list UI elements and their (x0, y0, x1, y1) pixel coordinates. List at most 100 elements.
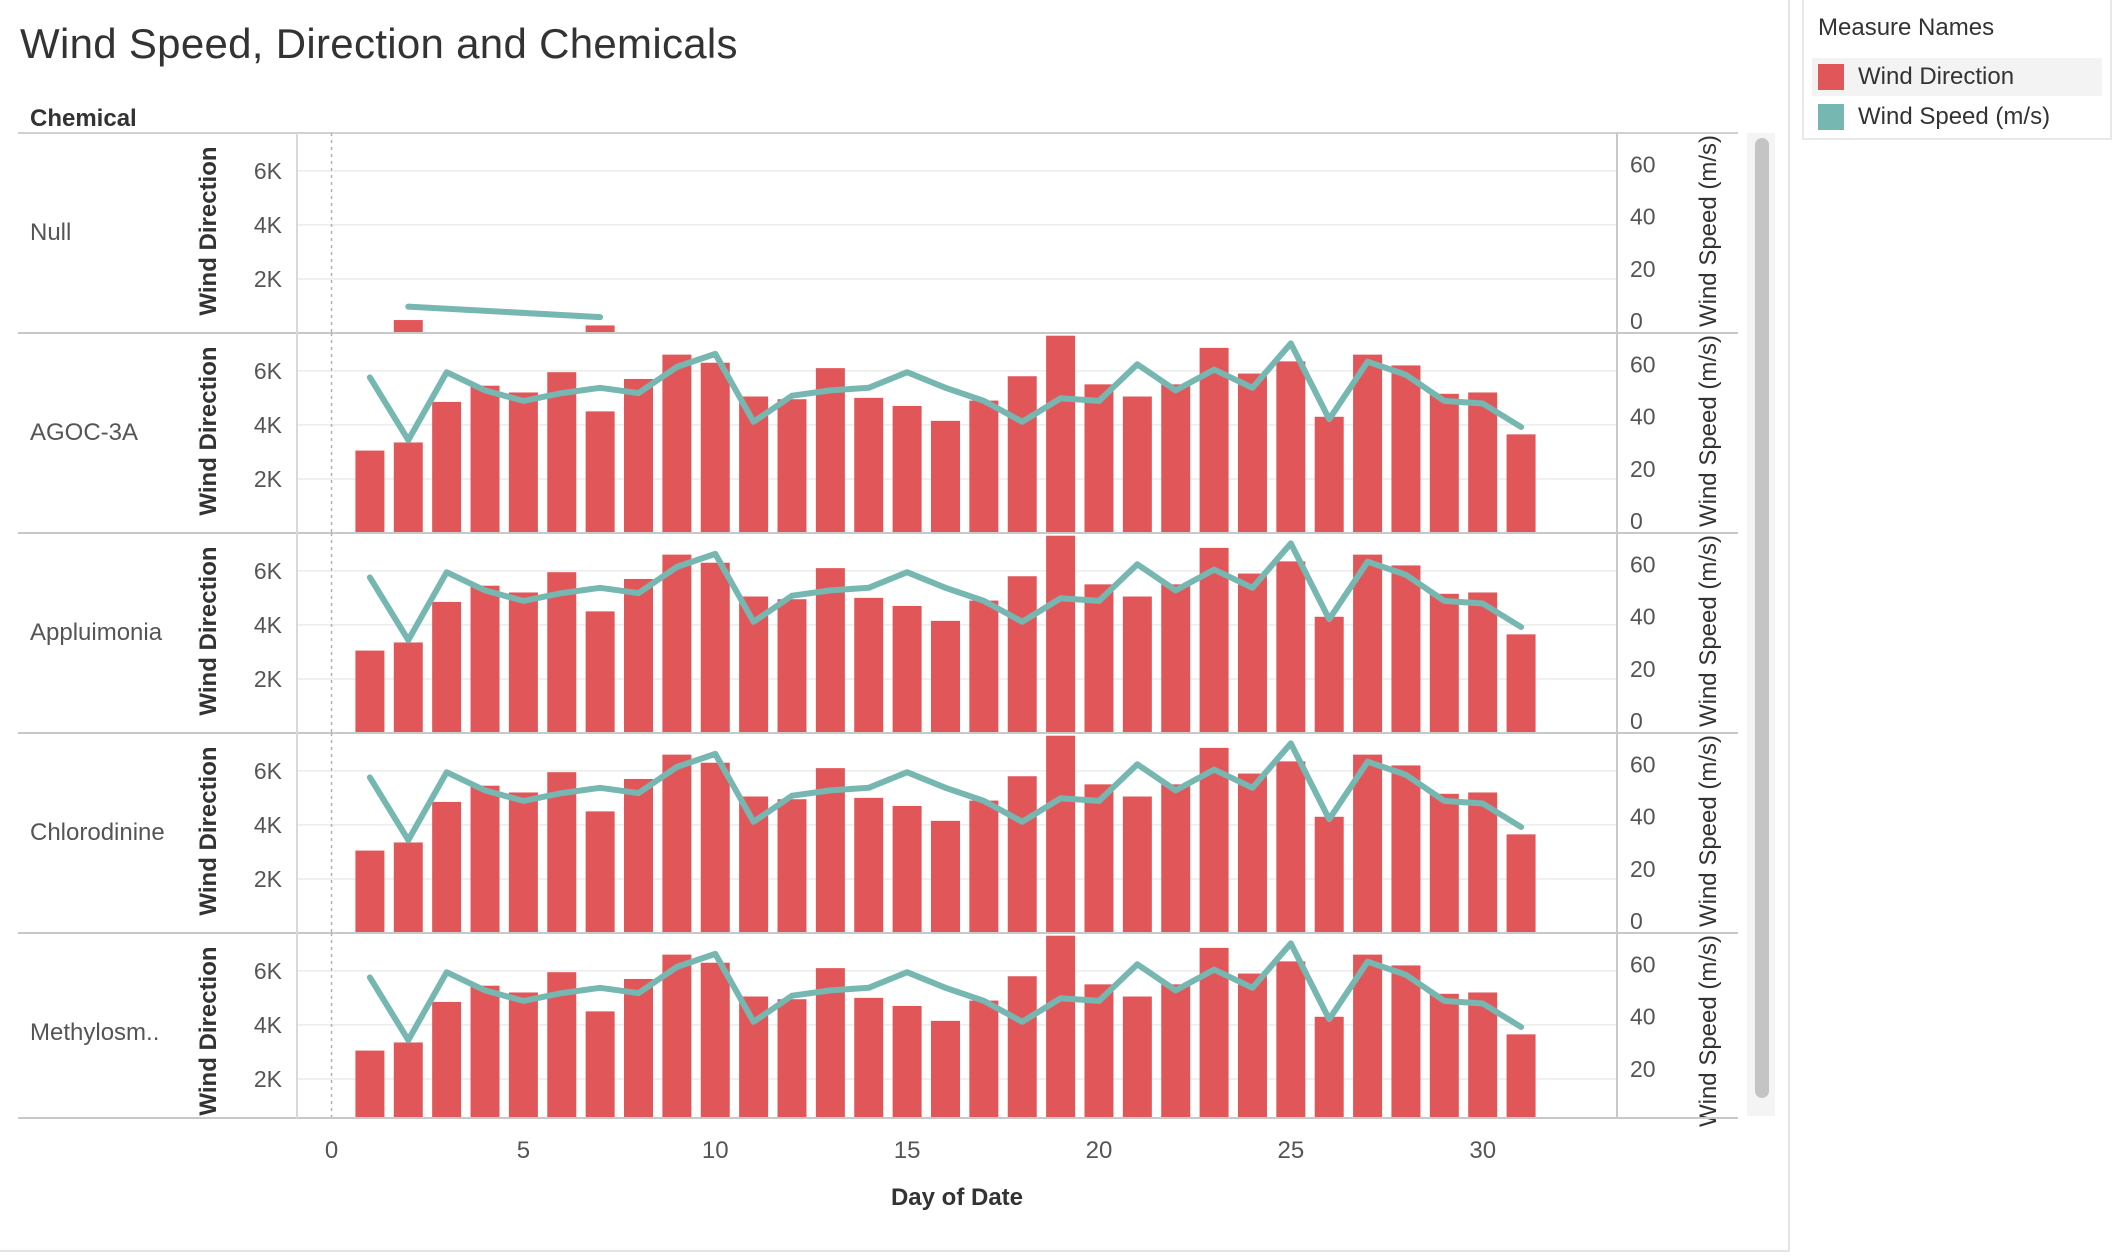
bar-wind-direction (355, 850, 385, 933)
bar-wind-direction (547, 772, 577, 933)
bar-wind-direction (1122, 396, 1152, 533)
bar-wind-direction (585, 811, 615, 933)
bar-wind-direction (1506, 1034, 1536, 1118)
bar-wind-direction (969, 400, 999, 533)
bar-wind-direction (930, 820, 960, 933)
x-tick-label: 15 (894, 1137, 921, 1164)
right-tick-label: 60 (1630, 351, 1656, 377)
bar-wind-direction (1314, 616, 1344, 733)
bar-wind-direction (1314, 416, 1344, 533)
bar-wind-direction (777, 599, 807, 733)
right-tick-label: 60 (1630, 151, 1656, 177)
bar-wind-direction (854, 597, 884, 733)
right-tick-label: 0 (1630, 708, 1643, 734)
row-label: Chlorodinine (30, 819, 165, 846)
bar-wind-direction (969, 600, 999, 733)
left-tick-label: 2K (254, 1066, 283, 1092)
bar-wind-direction (1468, 992, 1498, 1118)
bar-wind-direction (1391, 365, 1421, 533)
bar-wind-direction (1353, 754, 1383, 933)
bar-wind-direction (930, 420, 960, 533)
right-axis-title: Wind Speed (m/s) (1695, 735, 1722, 927)
left-tick-label: 6K (254, 758, 283, 784)
bar-wind-direction (1314, 816, 1344, 933)
line-wind-speed (405, 303, 604, 321)
bar-wind-direction (1276, 361, 1306, 533)
bar-wind-direction (1084, 384, 1114, 533)
scrollbar-thumb[interactable] (1755, 138, 1769, 1098)
bar-wind-direction (854, 997, 884, 1118)
bar-wind-direction (1429, 993, 1459, 1118)
row-label: AGOC-3A (30, 419, 138, 446)
bar-wind-direction (624, 378, 654, 533)
bar-wind-direction (393, 442, 423, 533)
left-tick-label: 2K (254, 466, 283, 492)
legend-label-wind-speed: Wind Speed (m/s) (1858, 103, 2051, 130)
bar-wind-direction (1237, 773, 1267, 933)
bar-wind-direction (777, 999, 807, 1118)
line-wind-speed (366, 540, 1525, 644)
right-tick-label: 20 (1630, 856, 1656, 882)
bar-wind-direction (1122, 796, 1152, 933)
bar-wind-direction (547, 372, 577, 533)
bar-wind-direction (1468, 792, 1498, 933)
bar-wind-direction (508, 792, 538, 933)
bar-wind-direction (1084, 784, 1114, 933)
right-axis-title: Wind Speed (m/s) (1695, 935, 1722, 1127)
bar-wind-direction (815, 568, 845, 733)
bottom-border (0, 1250, 1790, 1252)
bar-wind-direction (585, 611, 615, 733)
panel-divider (1788, 0, 1790, 1252)
bar-wind-direction (585, 1011, 615, 1118)
x-tick-label: 5 (517, 1137, 530, 1164)
bar-wind-direction (892, 1005, 922, 1118)
bar-wind-direction (1199, 547, 1229, 733)
left-tick-label: 2K (254, 866, 283, 892)
bar-wind-direction (470, 385, 500, 533)
right-tick-label: 40 (1630, 804, 1656, 830)
bar-wind-direction (1007, 376, 1037, 533)
bar-wind-direction (470, 785, 500, 933)
right-tick-label: 0 (1630, 508, 1643, 534)
bar-wind-direction (1276, 561, 1306, 733)
legend-item-wind-speed[interactable]: Wind Speed (m/s) (1812, 98, 2102, 136)
bar-wind-direction (1391, 765, 1421, 933)
bar-wind-direction (1506, 434, 1536, 533)
bar-wind-direction (777, 799, 807, 933)
bar-wind-direction (1429, 593, 1459, 733)
bar-wind-direction (508, 592, 538, 733)
bar-wind-direction (1007, 576, 1037, 733)
bar-wind-direction (1391, 965, 1421, 1118)
bar-wind-direction (892, 805, 922, 933)
left-tick-label: 4K (254, 612, 283, 638)
legend-item-wind-direction[interactable]: Wind Direction (1812, 58, 2102, 96)
bar-wind-direction (1314, 1016, 1344, 1118)
bar-wind-direction (1468, 592, 1498, 733)
bar-wind-direction (624, 978, 654, 1118)
bar-wind-direction (585, 411, 615, 533)
bar-wind-direction (930, 620, 960, 733)
x-tick-label: 10 (702, 1137, 729, 1164)
right-tick-label: 60 (1630, 951, 1656, 977)
left-tick-label: 2K (254, 666, 283, 692)
bar-wind-direction (700, 962, 730, 1118)
row-label: Null (30, 219, 71, 246)
line-wind-speed (366, 740, 1525, 844)
bar-wind-direction (624, 578, 654, 733)
bar-wind-direction (777, 399, 807, 533)
right-tick-label: 0 (1630, 908, 1643, 934)
x-axis-title: Day of Date (891, 1184, 1023, 1211)
legend-swatch-wind-speed (1818, 104, 1844, 130)
legend-title: Measure Names (1818, 14, 1995, 41)
left-tick-label: 4K (254, 1012, 283, 1038)
bar-wind-direction (1161, 984, 1191, 1118)
bar-wind-direction (930, 1020, 960, 1118)
bar-wind-direction (1046, 535, 1076, 733)
bar-wind-direction (1237, 373, 1267, 533)
row-label: Methylosm.. (30, 1019, 159, 1046)
bar-wind-direction (662, 554, 692, 733)
left-tick-label: 2K (254, 266, 283, 292)
bar-wind-direction (508, 392, 538, 533)
left-tick-label: 6K (254, 558, 283, 584)
bar-wind-direction (1161, 584, 1191, 733)
